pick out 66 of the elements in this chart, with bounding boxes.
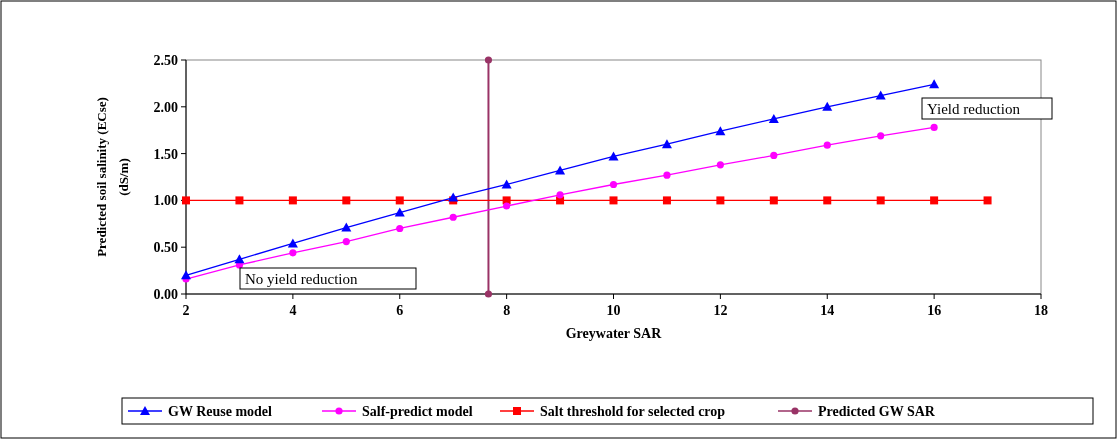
point (484, 290, 493, 298)
x-tick-label: 14 (820, 303, 835, 318)
x-tick-label: 18 (1034, 303, 1048, 318)
y-tick-label: 2.00 (153, 99, 178, 115)
y-tick-label: 1.00 (153, 193, 178, 209)
x-tick-label: 16 (927, 303, 942, 318)
point (556, 191, 564, 199)
point (929, 79, 940, 89)
point (448, 192, 459, 202)
point (930, 123, 938, 131)
point (484, 56, 493, 64)
point (661, 139, 672, 149)
point (770, 151, 778, 160)
x-axis-title: Greywater SAR (565, 326, 663, 341)
annotation: Yield reduction (927, 100, 1021, 117)
point (983, 196, 992, 205)
point (181, 270, 191, 280)
point (769, 196, 778, 205)
point (501, 179, 512, 189)
point (876, 196, 885, 205)
x-tick-label: 6 (396, 303, 404, 318)
point (342, 237, 350, 246)
point (342, 196, 351, 205)
point (555, 165, 566, 175)
point (502, 196, 511, 205)
x-tick-label: 2 (182, 303, 190, 318)
y-tick-label: 0.00 (153, 286, 178, 302)
y-tick-label: 2.50 (153, 52, 178, 68)
point (396, 224, 404, 233)
x-tick-label: 8 (503, 303, 511, 318)
point (394, 207, 405, 217)
legend-label: GW Reuse model (168, 403, 273, 419)
point (503, 202, 511, 210)
x-tick-label: 10 (606, 303, 621, 318)
legend-label: Predicted GW SAR (818, 403, 936, 419)
point (715, 126, 726, 136)
legend-label: Salt threshold for selected crop (540, 403, 726, 419)
x-tick-label: 4 (289, 303, 297, 318)
y-tick-label: 0.50 (153, 240, 178, 256)
point (930, 196, 939, 205)
point (234, 254, 245, 264)
point (288, 196, 297, 205)
point (822, 101, 833, 111)
point (823, 141, 831, 149)
point (662, 196, 671, 205)
point (716, 161, 724, 169)
point (608, 151, 619, 161)
y-axis-title: Predicted soil salinity (ECse) (dS/m) (93, 97, 131, 257)
point (875, 90, 886, 100)
point (395, 196, 404, 205)
point (768, 113, 779, 123)
point (289, 249, 297, 257)
point (341, 222, 352, 232)
annotation: No yield reduction (245, 270, 358, 287)
y-tick-label: 1.50 (153, 146, 178, 162)
point (823, 196, 832, 205)
point (663, 171, 671, 179)
point (609, 196, 618, 205)
point (877, 132, 885, 140)
point (182, 196, 190, 205)
point (609, 180, 618, 189)
legend-label: Salf-predict model (362, 403, 473, 419)
x-tick-label: 12 (713, 303, 728, 318)
point (449, 213, 457, 221)
point (235, 196, 244, 205)
point (716, 196, 725, 205)
